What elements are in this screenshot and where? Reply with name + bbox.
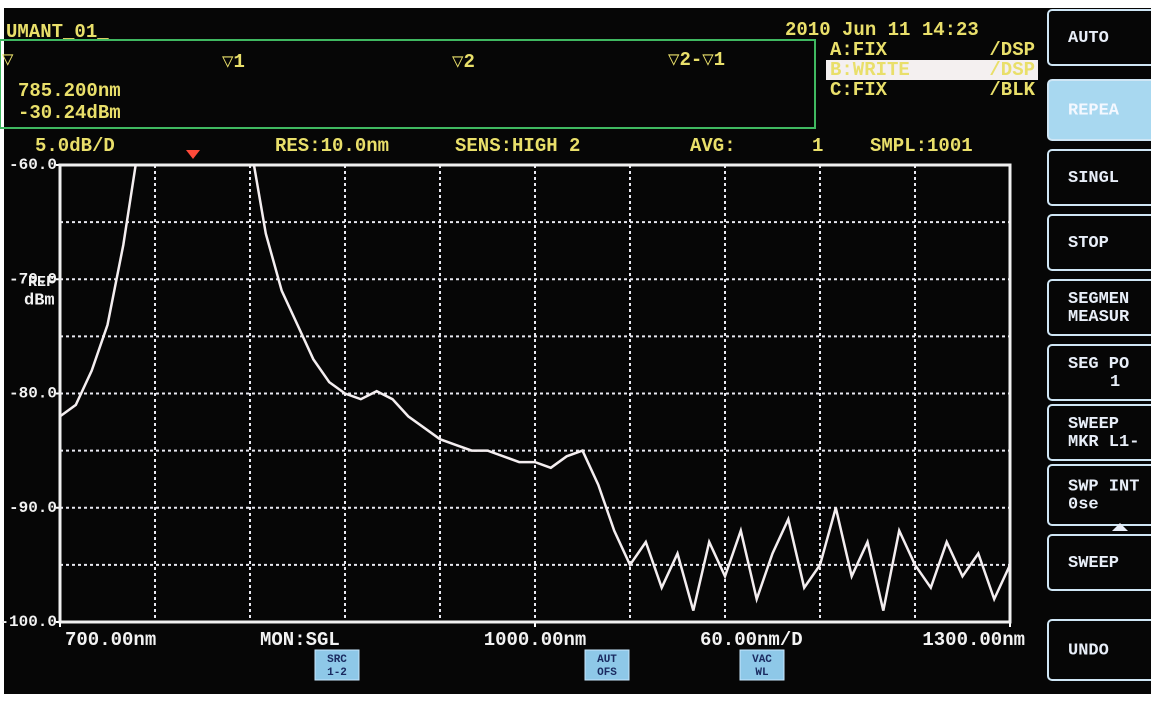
y-tick-label: -80.0 [9,385,57,403]
average: 1 [812,135,823,157]
y-tick-label: -90.0 [9,499,57,517]
trace-label: C:FIX [830,79,888,101]
screen-background [4,8,1151,694]
soft-key-label: SWEEP [1068,554,1119,573]
file-name: UMANT_01_ [6,21,109,43]
trace-mode: /BLK [989,79,1035,101]
trace-mode: /DSP [989,59,1035,81]
soft-key-label: STOP [1068,234,1109,253]
sensitivity: SENS:HIGH 2 [455,135,580,157]
soft-key-label: UNDO [1068,641,1109,660]
soft-key-label: AUTO [1068,29,1109,48]
marker-1: ▽1 [222,51,245,73]
soft-key-label: SEG PO [1068,355,1129,374]
soft-key-label: REPEA [1068,101,1120,120]
marker-wavelength: 785.200nm [18,80,121,102]
average-label: AVG: [690,135,736,157]
marker-ref: ▽ [2,49,14,71]
date-time: 2010 Jun 11 14:23 [785,19,979,41]
footer-button-text: 1-2 [327,667,347,679]
x-tick-label: 700.00nm [65,629,156,651]
trace-label: A:FIX [830,39,888,61]
footer-button-text: VAC [752,654,772,666]
marker-diff: ▽2-▽1 [668,49,725,71]
division: 60.00nm/D [700,629,803,651]
footer-button-text: SRC [327,654,347,666]
footer-button-text: OFS [597,667,617,679]
y-tick-label: -100.0 [0,613,57,631]
resolution: RES:10.0nm [275,135,389,157]
monitor: MON:SGL [260,629,340,651]
analyzer-screen: UMANT_01_ 2010 Jun 11 14:23 ▽ ▽1 ▽2 ▽2-▽… [0,0,1151,709]
marker-level: -30.24dBm [18,102,121,124]
soft-key-label: 0se [1068,495,1099,514]
soft-key-label: SINGL [1068,169,1119,188]
y-tick-label: -60.0 [9,156,57,174]
marker-2: ▽2 [452,51,475,73]
trace-mode: /DSP [989,39,1035,61]
soft-key-label: MKR L1- [1068,433,1139,452]
soft-key-label: SWEEP [1068,415,1119,434]
y-unit: dBm [24,291,55,310]
scale: 5.0dB/D [35,135,115,157]
x-tick-label: 1000.00nm [484,629,587,651]
soft-key-label: SEGMEN [1068,290,1129,309]
y-tick-label: -70.0 [9,270,57,288]
soft-key-label: 1 [1110,373,1120,392]
samples: SMPL:1001 [870,135,973,157]
footer-button-text: AUT [597,654,617,666]
trace-label: B:WRITE [830,59,910,81]
footer-button-text: WL [755,667,769,679]
soft-key-label: MEASUR [1068,308,1130,327]
soft-key-label: SWP INT [1068,477,1139,496]
x-tick-label: 1300.00nm [922,629,1025,651]
